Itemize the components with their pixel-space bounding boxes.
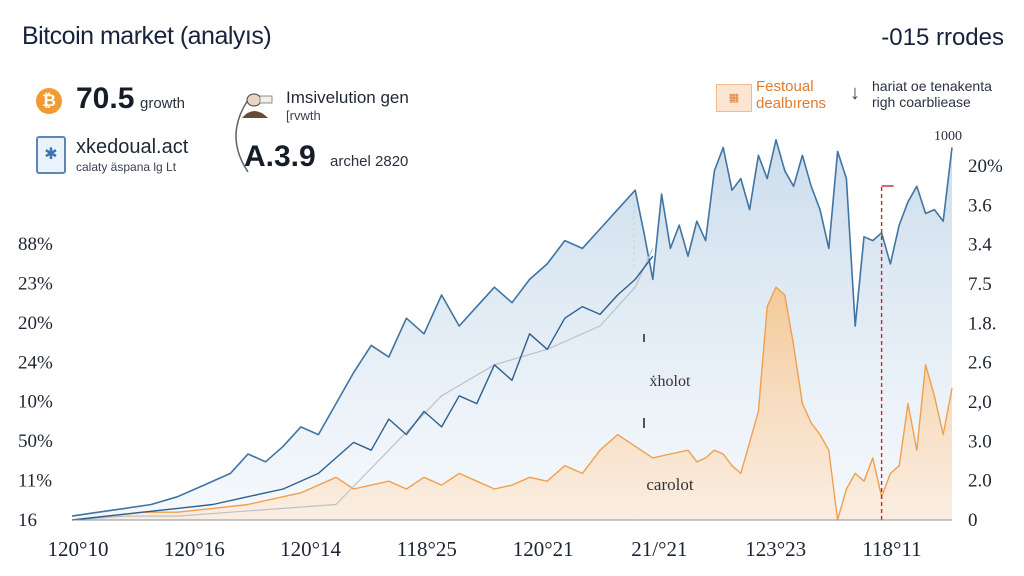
x-tick-label: 123°23 <box>745 537 806 561</box>
x-tick-label: 120°14 <box>280 537 341 561</box>
festival-badge-icon: ▦ <box>716 84 752 112</box>
y-right-tick-label: 2.6 <box>968 353 992 374</box>
y-right-tick-label: 3.0 <box>968 431 992 452</box>
y-right-tick-label: 2,0 <box>968 392 992 413</box>
chart-annotation-3: carolot <box>646 475 693 494</box>
stat3-value: A.3.9 <box>244 140 316 173</box>
y-left-tick-label: 16 <box>18 510 37 531</box>
y-right-tick-label: 20% <box>968 156 1003 177</box>
stat1-label: growth <box>140 95 186 112</box>
y-left-tick-label: 23% <box>18 273 53 294</box>
series-area-orange <box>72 287 952 520</box>
x-tick-label: 120°21 <box>513 537 574 561</box>
top-right-label: -015 rrodes <box>881 24 1004 51</box>
series-line-orange <box>71 286 953 521</box>
snowflake-box-icon: ✱ <box>36 136 66 174</box>
stat3-subtitle: [rvwth <box>286 108 321 123</box>
y-right-tick-label: 3.4 <box>968 235 992 256</box>
stat3-title: Imsivelution gen <box>286 88 409 107</box>
y-left-tick-label: 20% <box>18 313 53 334</box>
x-tick-label: 120°10 <box>48 537 109 561</box>
divider-arc <box>235 99 249 173</box>
stat3-label: archel 2820 <box>330 153 409 170</box>
x-tick-label: 120°16 <box>164 537 225 561</box>
y-left-tick-label: 10% <box>18 392 53 413</box>
x-tick-label: 118°11 <box>862 537 921 561</box>
x-tick-label: 21/°21 <box>631 537 687 561</box>
series-area-blue-main <box>72 139 952 521</box>
stat2-subtitle: calaty äspana lg Lt <box>76 160 177 174</box>
y-right-tick-label: 2.0 <box>968 471 992 492</box>
stat1-value: 70.5 <box>76 82 135 115</box>
bitcoin-icon: ₿ <box>36 88 62 114</box>
festival-legend-label: Festoual dealbırens <box>756 78 827 112</box>
axis-layer: 1000 ẋholot carolot 88% 23% 20% 24% 10% 50% 11% 16… <box>18 129 1003 561</box>
person-illustration-icon <box>242 93 273 118</box>
chart-title: Bitcoin market (analyıs) <box>22 22 272 50</box>
top-right-annotation: hariat oe tenakenta righ coarbliease <box>872 78 992 110</box>
y-right-tick-label: 1.8. <box>968 313 997 334</box>
y-left-tick-label: 50% <box>18 431 53 452</box>
chart-annotation-1: 1000 <box>934 129 962 144</box>
stat2-title: xkedoual.act <box>76 136 189 158</box>
series-line-blue-secondary <box>71 255 654 521</box>
plot-layer <box>71 139 953 521</box>
y-left-tick-label: 24% <box>18 352 53 373</box>
y-left-tick-label: 11% <box>18 471 52 492</box>
chart-annotation-2: ẋholot <box>650 373 691 390</box>
y-left-tick-label: 88% <box>18 234 53 255</box>
series-line-blue-main <box>71 139 953 517</box>
y-right-tick-label: 3.6 <box>968 195 992 216</box>
y-right-tick-label: 7.5 <box>968 274 992 295</box>
x-tick-label: 118°25 <box>397 537 457 561</box>
y-right-tick-label: 0 <box>968 510 978 531</box>
arrow-down-icon: ↓ <box>850 82 860 104</box>
